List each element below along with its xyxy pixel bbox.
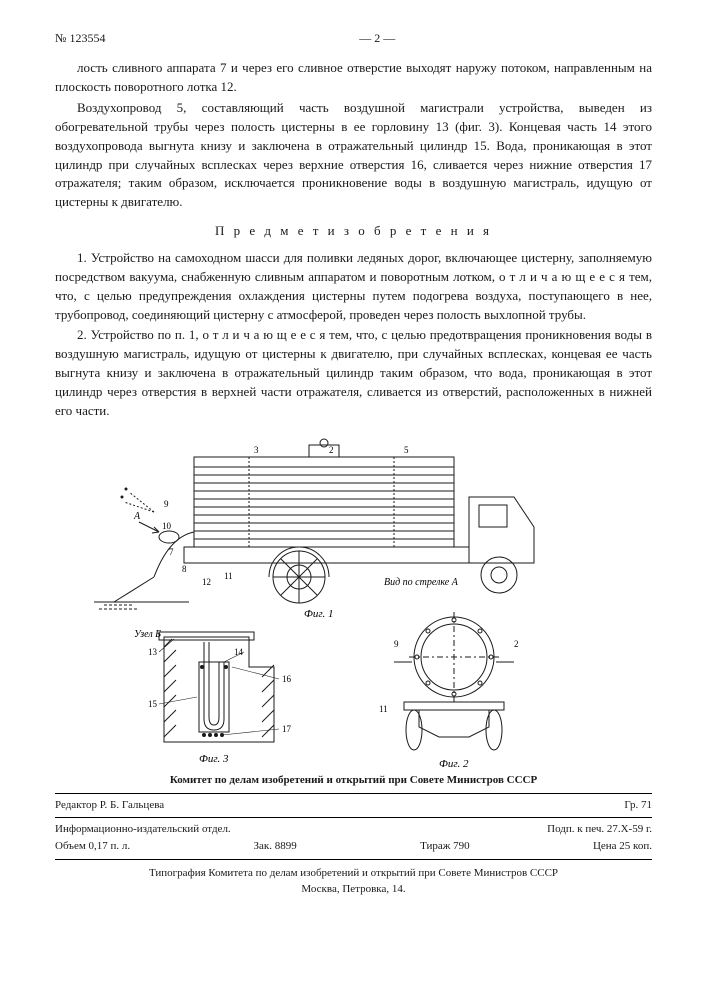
label-2-top: 2 bbox=[329, 445, 334, 455]
group-number: Гр. 71 bbox=[624, 798, 652, 814]
page-header: № 123554 — 2 — bbox=[55, 30, 652, 47]
body-para-1: лость сливного аппарата 7 и через его сл… bbox=[55, 59, 652, 97]
fig3-label-14: 14 bbox=[234, 647, 244, 657]
dept: Информационно-издательский отдел. bbox=[55, 822, 231, 838]
price: Цена 25 коп. bbox=[593, 839, 652, 855]
footer-line-1: Типография Комитета по делам изобретений… bbox=[55, 866, 652, 882]
print-date: Подп. к печ. 27.X-59 г. bbox=[547, 822, 652, 838]
divider-3 bbox=[55, 859, 652, 860]
fig2-label-2: 2 bbox=[514, 639, 519, 649]
label-11: 11 bbox=[224, 571, 233, 581]
divider-1 bbox=[55, 793, 652, 794]
label-12: 12 bbox=[202, 577, 211, 587]
fig2-label-9: 9 bbox=[394, 639, 399, 649]
claims-title: П р е д м е т и з о б р е т е н и я bbox=[55, 222, 652, 241]
view-label-a: Вид по стрелке А bbox=[384, 577, 459, 588]
fig3-caption: Фиг. 3 bbox=[199, 753, 229, 765]
fig3-label-15: 15 bbox=[148, 699, 158, 709]
page-marker: — 2 — bbox=[359, 30, 395, 47]
committee-line: Комитет по делам изобретений и открытий … bbox=[55, 773, 652, 789]
fig3-label-13: 13 bbox=[148, 647, 158, 657]
info-row-2: Объем 0,17 п. л. Зак. 8899 Тираж 790 Цен… bbox=[55, 839, 652, 855]
fig3-label-17: 17 bbox=[282, 724, 292, 734]
order-no: Зак. 8899 bbox=[254, 839, 297, 855]
footer-line-2: Москва, Петровка, 14. bbox=[55, 882, 652, 898]
typography-footer: Типография Комитета по делам изобретений… bbox=[55, 866, 652, 898]
editor-row: Редактор Р. Б. Гальцева Гр. 71 bbox=[55, 798, 652, 814]
label-10: 10 bbox=[162, 521, 172, 531]
fig1-caption: Фиг. 1 bbox=[304, 608, 334, 620]
fig3-label-16: 16 bbox=[282, 674, 292, 684]
label-7: 7 bbox=[169, 547, 174, 557]
figure-area: А 2 3 5 9 10 7 8 12 11 Вид по стрелке А … bbox=[55, 437, 652, 767]
claim-1: 1. Устройство на самоходном шасси для по… bbox=[55, 249, 652, 324]
label-arrow-a: А bbox=[133, 511, 141, 522]
label-3-top: 3 bbox=[254, 445, 259, 455]
fig2-label-11: 11 bbox=[379, 704, 388, 714]
fig2-caption: Фиг. 2 bbox=[439, 758, 469, 767]
editor-name: Редактор Р. Б. Гальцева bbox=[55, 798, 164, 814]
body-para-2: Воздухопровод 5, составляющий часть возд… bbox=[55, 99, 652, 212]
label-8: 8 bbox=[182, 564, 187, 574]
volume: Объем 0,17 п. л. bbox=[55, 839, 130, 855]
divider-2 bbox=[55, 817, 652, 818]
doc-number: № 123554 bbox=[55, 30, 105, 47]
label-5-top: 5 bbox=[404, 445, 409, 455]
claim-2: 2. Устройство по п. 1, о т л и ч а ю щ е… bbox=[55, 326, 652, 420]
section-b-label: Узел Б bbox=[134, 629, 161, 640]
label-9: 9 bbox=[164, 499, 169, 509]
technical-drawing-icon: А 2 3 5 9 10 7 8 12 11 Вид по стрелке А … bbox=[74, 437, 634, 767]
print-run: Тираж 790 bbox=[420, 839, 470, 855]
header-spacer bbox=[649, 30, 652, 47]
info-row-1: Информационно-издательский отдел. Подп. … bbox=[55, 822, 652, 838]
